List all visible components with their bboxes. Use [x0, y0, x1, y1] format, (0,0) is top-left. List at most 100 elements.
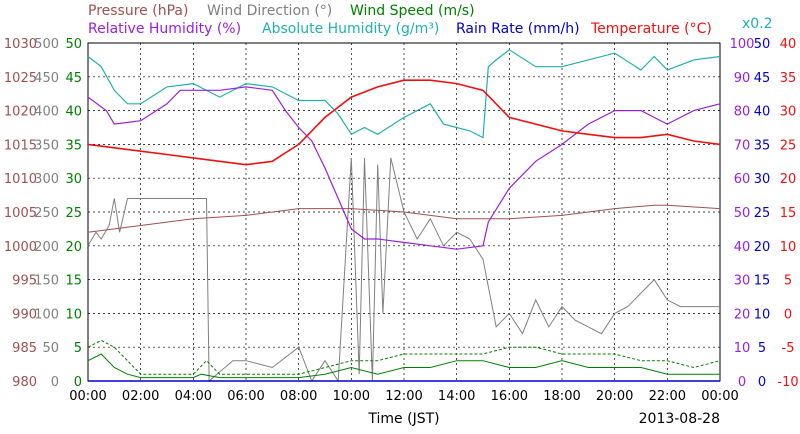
x-tick-label: 20:00: [596, 389, 633, 404]
y-tick-wind-speed: 25: [65, 206, 82, 221]
y-tick-pressure: 1015: [4, 138, 37, 153]
y-tick-wind-speed: 10: [65, 307, 82, 322]
y-tick-relative-humidity: 50: [734, 206, 751, 221]
y-tick-wind-direction: 100: [34, 307, 59, 322]
series-wind-direction: [87, 157, 720, 383]
y-tick-wind-speed: 20: [65, 240, 82, 255]
y-tick-rain-rate: 0: [758, 375, 766, 390]
y-tick-rain-rate: 5: [758, 341, 766, 356]
y-tick-relative-humidity: 20: [734, 307, 751, 322]
y-tick-temperature: 15: [780, 206, 797, 221]
series-relative-humidity: [87, 86, 721, 250]
y-tick-pressure: 985: [12, 341, 37, 356]
legend-scale-note: x0.2: [742, 16, 773, 32]
x-tick-label: 18:00: [543, 389, 580, 404]
x-tick-label: 10:00: [333, 389, 370, 404]
y-tick-wind-direction: 0: [51, 375, 59, 390]
x-tick-label: 06:00: [227, 389, 264, 404]
y-tick-pressure: 1025: [4, 71, 37, 86]
y-tick-pressure: 1030: [4, 37, 37, 52]
y-tick-temperature: 20: [780, 172, 797, 187]
y-tick-rain-rate: 20: [754, 240, 771, 255]
y-tick-pressure: 1010: [4, 172, 37, 187]
y-tick-pressure: 1005: [4, 206, 37, 221]
y-tick-temperature: 40: [780, 37, 797, 52]
y-tick-temperature: 10: [780, 240, 797, 255]
y-tick-temperature: 0: [784, 307, 792, 322]
series-wind-speed: [87, 353, 720, 379]
series-wind-speed-gust: [87, 339, 721, 375]
y-tick-temperature: 35: [780, 71, 797, 86]
y-tick-pressure: 1000: [4, 240, 37, 255]
y-tick-wind-direction: 350: [34, 138, 59, 153]
y-tick-relative-humidity: 90: [734, 71, 751, 86]
y-tick-temperature: 30: [780, 105, 797, 120]
x-tick-label: 04:00: [175, 389, 212, 404]
y-tick-relative-humidity: 80: [734, 105, 751, 120]
x-tick-label: 22:00: [649, 389, 686, 404]
y-tick-wind-direction: 300: [34, 172, 59, 187]
legend-relative-humidity: Relative Humidity (%): [88, 21, 241, 37]
legend-pressure: Pressure (hPa): [88, 3, 188, 19]
series-pressure: [87, 204, 721, 233]
y-tick-relative-humidity: 70: [734, 138, 751, 153]
x-tick-label: 12:00: [385, 389, 422, 404]
y-tick-temperature: 25: [780, 138, 797, 153]
y-tick-pressure: 980: [12, 375, 37, 390]
y-tick-wind-speed: 45: [65, 71, 82, 86]
series-temperature: [87, 79, 721, 166]
y-tick-wind-direction: 400: [34, 105, 59, 120]
y-tick-rain-rate: 15: [754, 274, 771, 289]
y-tick-wind-direction: 500: [34, 37, 59, 52]
chart-date: 2013-08-28: [639, 411, 720, 427]
y-tick-temperature: 5: [784, 274, 792, 289]
x-tick-label: 14:00: [438, 389, 475, 404]
y-tick-rain-rate: 10: [754, 307, 771, 322]
y-tick-relative-humidity: 40: [734, 240, 751, 255]
x-tick-label: 02:00: [122, 389, 159, 404]
y-tick-relative-humidity: 30: [734, 274, 751, 289]
legend-wind-direction: Wind Direction (°): [207, 3, 332, 19]
y-tick-pressure: 1020: [4, 105, 37, 120]
x-tick-label: 00:00: [701, 389, 738, 404]
y-tick-temperature: -5: [782, 341, 795, 356]
y-tick-wind-speed: 50: [65, 37, 82, 52]
x-axis-label: Time (JST): [367, 411, 439, 427]
y-tick-pressure: 990: [12, 307, 37, 322]
y-tick-relative-humidity: 100: [730, 37, 755, 52]
y-tick-relative-humidity: 60: [734, 172, 751, 187]
x-tick-label: 00:00: [69, 389, 106, 404]
y-tick-rain-rate: 25: [754, 206, 771, 221]
x-tick-label: 16:00: [491, 389, 528, 404]
y-tick-rain-rate: 30: [754, 172, 771, 187]
y-tick-wind-direction: 150: [34, 274, 59, 289]
y-tick-wind-speed: 0: [74, 375, 82, 390]
y-tick-relative-humidity: 0: [738, 375, 746, 390]
legend-absolute-humidity: Absolute Humidity (g/m³): [262, 21, 439, 37]
y-tick-pressure: 995: [12, 274, 37, 289]
y-tick-wind-speed: 30: [65, 172, 82, 187]
y-tick-rain-rate: 35: [754, 138, 771, 153]
series-absolute-humidity: [87, 49, 721, 139]
axes: 1030102510201015101010051000995990985980…: [4, 37, 799, 390]
legend-temperature: Temperature (°C): [590, 21, 712, 37]
x-tick-label: 08:00: [280, 389, 317, 404]
y-tick-relative-humidity: 10: [734, 341, 751, 356]
legend: Pressure (hPa) Wind Direction (°) Wind S…: [88, 3, 773, 37]
series-group: [87, 49, 721, 383]
y-tick-rain-rate: 40: [754, 105, 771, 120]
legend-rain-rate: Rain Rate (mm/h): [456, 21, 580, 37]
y-tick-wind-direction: 250: [34, 206, 59, 221]
y-tick-wind-direction: 200: [34, 240, 59, 255]
y-tick-wind-direction: 450: [34, 71, 59, 86]
y-tick-wind-speed: 15: [65, 274, 82, 289]
x-axis: 00:00 02:00 04:00 06:00 08:00 10:00 12:00 14:00…: [69, 389, 738, 404]
y-tick-temperature: -10: [777, 375, 798, 390]
y-tick-wind-direction: 50: [42, 341, 59, 356]
y-tick-rain-rate: 50: [754, 37, 771, 52]
legend-wind-speed: Wind Speed (m/s): [350, 3, 475, 19]
y-tick-rain-rate: 45: [754, 71, 771, 86]
y-tick-wind-speed: 40: [65, 105, 82, 120]
y-tick-wind-speed: 5: [74, 341, 82, 356]
